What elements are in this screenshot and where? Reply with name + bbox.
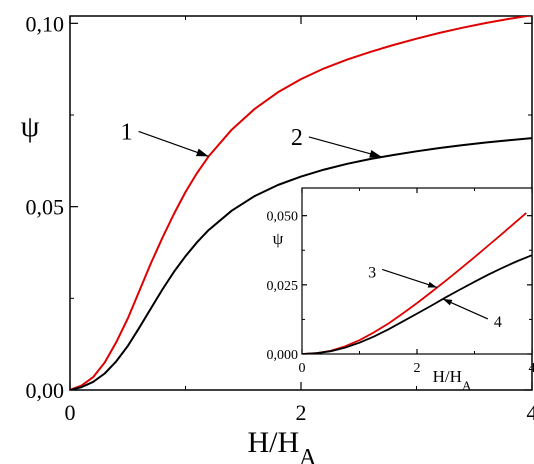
main-x-tick-label: 0 [65,400,76,425]
main-callout-label-2: 2 [291,125,303,151]
inset-x-tick-label: 2 [414,361,421,376]
inset-callout-arrow-3 [381,268,438,289]
main-x-tick-label: 4 [527,400,534,425]
main-callout-arrowhead-1 [195,148,209,157]
inset-series-3-line [302,212,527,354]
main-y-tick-label: 0,10 [26,11,65,36]
inset-callout-label-3: 3 [368,264,376,281]
main-callout-label-1: 1 [121,119,133,145]
inset-x-axis-label-subscript: A [462,378,472,393]
inset-x-tick-label: 4 [529,361,534,376]
main-y-tick-label: 0,00 [26,378,65,403]
inset-frame [301,187,533,355]
inset-y-tick-label: 0,000 [267,348,299,363]
inset-series-4-line [302,254,532,354]
main-y-tick-label: 0,05 [26,195,65,220]
main-series-1-line [70,16,532,390]
inset-y-axis-label: ψ [273,229,284,248]
main-callout-arrow-1 [138,130,209,157]
main-y-axis-label: ψ [21,110,40,143]
inset-callout-arrowhead-4 [442,298,453,306]
main-series-2-line [70,137,532,390]
main-x-axis-label: H/HA [247,426,317,464]
main-x-tick-label: 2 [296,400,307,425]
main-callout-arrow-2 [308,136,383,158]
main-callout-arrowhead-2 [369,149,382,158]
inset-callout-label-4: 4 [494,314,502,331]
inset-y-tick-label: 0,025 [267,279,299,294]
inset-callout-arrowhead-3 [427,281,438,288]
inset-y-tick-label: 0,050 [267,210,299,225]
inset-x-tick-label: 0 [299,361,306,376]
main-x-axis-label-subscript: A [299,445,317,464]
